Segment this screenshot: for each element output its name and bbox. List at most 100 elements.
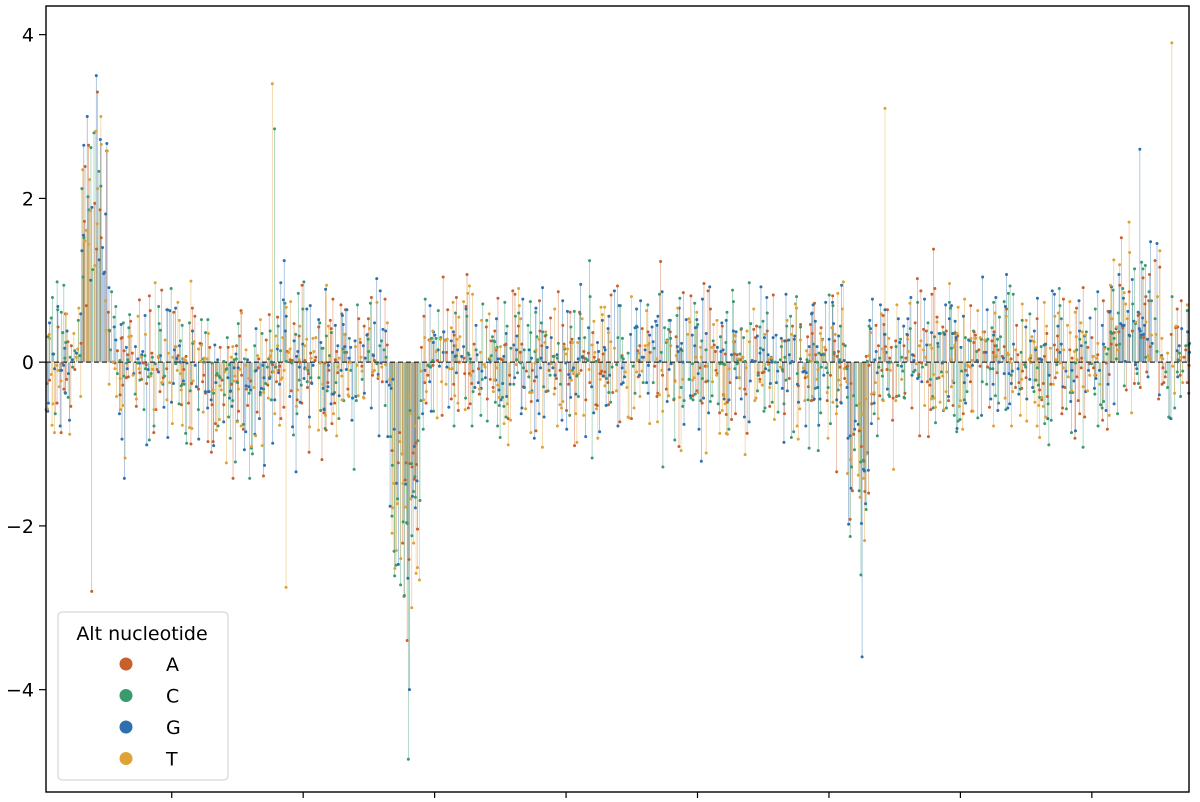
point-G <box>324 287 328 291</box>
point-C <box>1139 336 1143 340</box>
point-T <box>816 368 820 372</box>
point-C <box>758 346 762 350</box>
point-T <box>372 368 376 372</box>
point-T <box>268 354 272 358</box>
point-T <box>1035 345 1039 349</box>
point-T <box>431 329 435 333</box>
point-G <box>254 368 258 372</box>
point-T <box>282 368 286 372</box>
point-C <box>149 372 153 376</box>
point-G <box>302 377 306 381</box>
point-G <box>720 321 724 325</box>
point-T <box>356 394 360 398</box>
point-T <box>879 312 883 316</box>
point-C <box>934 421 938 425</box>
point-T <box>278 423 282 427</box>
point-G <box>296 350 300 354</box>
point-T <box>332 412 336 416</box>
point-C <box>633 391 637 395</box>
point-G <box>949 304 953 308</box>
point-A <box>992 330 996 334</box>
point-T <box>270 82 274 86</box>
point-A <box>320 458 324 462</box>
point-C <box>485 318 489 322</box>
point-A <box>977 348 981 352</box>
point-G <box>574 392 578 396</box>
point-C <box>541 330 545 334</box>
point-A <box>743 387 747 391</box>
point-A <box>947 399 951 403</box>
point-C <box>897 394 901 398</box>
point-A <box>256 366 260 370</box>
point-A <box>833 339 837 343</box>
point-G <box>792 337 796 341</box>
point-T <box>1134 320 1138 324</box>
point-G <box>165 308 169 312</box>
point-G <box>905 332 909 336</box>
point-T <box>725 432 729 436</box>
point-G <box>984 350 988 354</box>
point-C <box>236 322 240 326</box>
point-G <box>731 329 735 333</box>
point-C <box>1046 402 1050 406</box>
point-C <box>352 467 356 471</box>
point-A <box>1041 381 1045 385</box>
point-G <box>787 338 791 342</box>
point-C <box>588 259 592 263</box>
point-C <box>1173 406 1177 410</box>
point-A <box>201 380 205 384</box>
point-A <box>1148 345 1152 349</box>
point-T <box>149 374 153 378</box>
point-T <box>577 372 581 376</box>
point-A <box>414 441 418 445</box>
point-T <box>845 472 849 476</box>
point-A <box>982 350 986 354</box>
point-T <box>981 330 985 334</box>
point-T <box>184 359 188 363</box>
point-C <box>188 389 192 393</box>
legend-marker-C <box>119 689 133 702</box>
point-T <box>833 332 837 336</box>
point-G <box>765 295 769 299</box>
point-T <box>99 115 103 119</box>
point-C <box>416 439 420 443</box>
point-A <box>404 461 408 465</box>
point-T <box>1011 390 1015 394</box>
point-T <box>1044 415 1048 419</box>
point-C <box>178 339 182 343</box>
point-G <box>68 418 72 422</box>
point-T <box>1112 258 1116 262</box>
point-T <box>570 341 574 345</box>
point-C <box>681 404 685 408</box>
point-T <box>458 335 462 339</box>
point-C <box>812 342 816 346</box>
point-C <box>1038 395 1042 399</box>
point-T <box>600 313 604 317</box>
point-G <box>181 379 185 383</box>
point-T <box>487 312 491 316</box>
point-G <box>1016 367 1020 371</box>
point-T <box>440 380 444 384</box>
point-G <box>494 317 498 321</box>
point-A <box>314 355 318 359</box>
point-C <box>962 398 966 402</box>
point-C <box>66 395 70 399</box>
point-A <box>1073 436 1077 440</box>
point-A <box>638 344 642 348</box>
point-C <box>824 366 828 370</box>
point-A <box>1002 345 1006 349</box>
point-C <box>64 341 68 345</box>
point-C <box>700 339 704 343</box>
point-A <box>148 309 152 313</box>
point-G <box>353 339 357 343</box>
point-A <box>298 360 302 364</box>
point-C <box>1081 445 1085 449</box>
point-G <box>875 371 879 375</box>
point-G <box>916 377 920 381</box>
point-G <box>853 419 857 423</box>
point-G <box>254 327 258 331</box>
point-T <box>1171 364 1175 368</box>
point-T <box>404 505 408 509</box>
point-T <box>376 375 380 379</box>
point-C <box>782 402 786 406</box>
